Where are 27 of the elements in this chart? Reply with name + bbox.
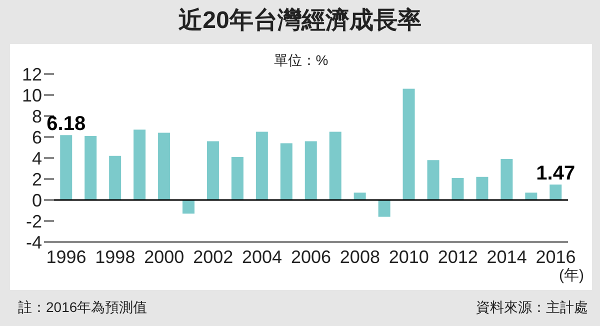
- data-label: 1.47: [536, 162, 576, 185]
- source-note: 資料來源：主計處: [476, 299, 588, 317]
- y-tick-label: 8: [32, 106, 42, 126]
- y-tick-label: 6: [32, 127, 42, 148]
- y-tick-label: 2: [32, 169, 42, 190]
- y-tick-label: 12: [22, 64, 42, 84]
- x-tick-label: 2010: [388, 246, 429, 267]
- y-tick-label: 10: [22, 85, 42, 106]
- x-tick-label: 2016: [536, 246, 576, 267]
- x-tick-label: 2006: [290, 246, 332, 267]
- x-tick-label: 2008: [340, 246, 380, 267]
- chart-subtitle: 單位：%: [274, 52, 328, 68]
- text: 註：2016年為預測值: [18, 299, 148, 317]
- y-tick-label: 4: [32, 148, 42, 168]
- data-label: 6.18: [46, 113, 86, 136]
- x-tick-label: 1996: [46, 246, 86, 267]
- x-tick-label: 2000: [144, 246, 184, 267]
- x-tick-label: 2014: [486, 246, 527, 267]
- x-tick-label: 2002: [193, 246, 234, 267]
- x-tick-label: 2012: [438, 246, 478, 267]
- y-tick-label: -2: [26, 211, 42, 232]
- x-tick-label: 1998: [95, 246, 136, 267]
- y-tick-label: 0: [32, 190, 42, 210]
- x-axis-title: (年): [559, 266, 584, 285]
- x-tick-label: 2004: [242, 246, 282, 267]
- chart-title: 近20年台灣經濟成長率: [178, 6, 422, 36]
- y-tick-label: -4: [26, 232, 42, 252]
